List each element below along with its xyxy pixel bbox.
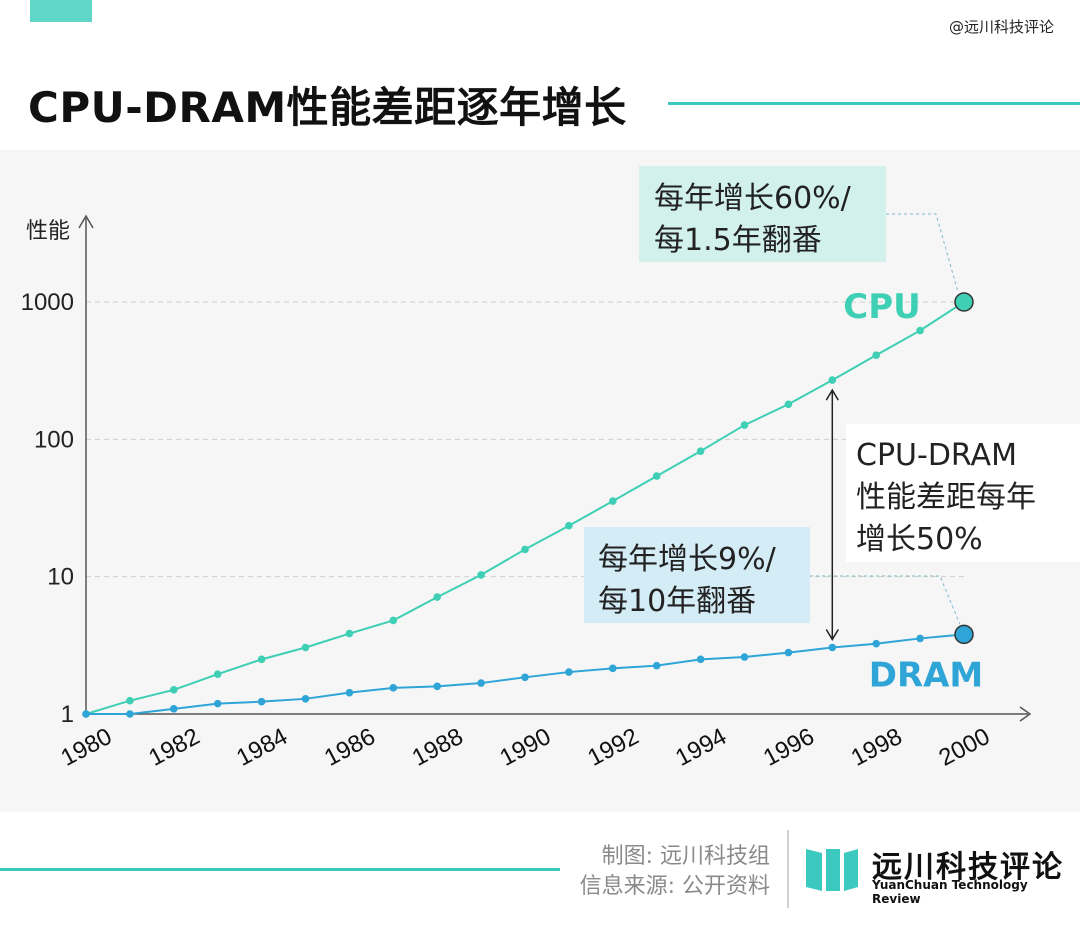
data-point-dram-1981 bbox=[126, 710, 134, 718]
gap-note-line-2: 性能差距每年 bbox=[856, 480, 1036, 515]
brand-name: 远川科技评论 bbox=[872, 850, 1064, 885]
data-point-dram-1997 bbox=[828, 643, 837, 652]
data-point-dram-1999 bbox=[916, 634, 924, 643]
data-point-cpu-1994 bbox=[696, 447, 705, 455]
data-point-cpu-1995 bbox=[740, 421, 749, 429]
dram-note-line-2: 每10年翻番 bbox=[598, 584, 756, 619]
data-point-cpu-2000 bbox=[954, 292, 974, 312]
data-point-dram-1986 bbox=[345, 688, 354, 697]
data-point-cpu-1997 bbox=[828, 376, 837, 384]
x-tick-label-1996: 1996 bbox=[759, 723, 819, 772]
gap-note-line-3: 增长50% bbox=[856, 522, 983, 557]
data-point-cpu-1999 bbox=[916, 326, 924, 335]
brand-logo-icon bbox=[806, 849, 858, 891]
data-point-cpu-1991 bbox=[565, 521, 573, 530]
x-tick-label-2000: 2000 bbox=[935, 723, 995, 772]
cpu-note-line-2: 每1.5年翻番 bbox=[654, 223, 822, 258]
data-point-cpu-1990 bbox=[521, 545, 529, 554]
data-point-dram-1985 bbox=[301, 695, 310, 703]
y-tick-label-100: 100 bbox=[34, 426, 74, 453]
x-tick-label-1992: 1992 bbox=[583, 723, 643, 772]
x-tick-label-1982: 1982 bbox=[144, 723, 204, 772]
data-point-cpu-1983 bbox=[213, 670, 222, 678]
x-tick-label-1998: 1998 bbox=[847, 723, 907, 772]
data-point-dram-1992 bbox=[609, 664, 617, 673]
watermark: @远川科技评论 bbox=[948, 18, 1054, 36]
data-point-cpu-1996 bbox=[784, 400, 793, 409]
data-point-dram-1983 bbox=[213, 699, 222, 708]
chart-area: 1 10 100 1000 性能 1980 1982 1984 1986 1988 1990 1992… bbox=[0, 150, 1080, 812]
cpu-note-leader bbox=[886, 213, 959, 293]
gap-arrow-up-icon bbox=[825, 388, 839, 401]
data-point-cpu-1982 bbox=[170, 686, 178, 694]
header-accent-tab bbox=[30, 0, 92, 22]
y-tick-label-10: 10 bbox=[47, 564, 74, 591]
x-axis-arrow-icon bbox=[1019, 706, 1032, 722]
y-tick-label-1: 1 bbox=[61, 701, 74, 728]
data-point-dram-1988 bbox=[433, 682, 442, 691]
data-point-dram-2000 bbox=[954, 624, 974, 645]
x-tick-label-1980: 1980 bbox=[57, 723, 117, 772]
footer-credit: 制图: 远川科技组 信息来源: 公开资料 bbox=[580, 842, 770, 902]
data-point-dram-1991 bbox=[565, 668, 573, 676]
data-point-dram-1989 bbox=[477, 679, 485, 687]
dram-note-line-1: 每年增长9%/ bbox=[598, 542, 777, 577]
data-point-dram-1996 bbox=[784, 648, 793, 657]
data-point-cpu-1987 bbox=[389, 616, 398, 625]
data-point-cpu-1989 bbox=[477, 571, 485, 579]
x-tick-label-1990: 1990 bbox=[496, 723, 556, 772]
data-point-dram-1995 bbox=[740, 653, 749, 661]
performance-chart: 1 10 100 1000 性能 1980 1982 1984 1986 1988 1990 1992… bbox=[21, 166, 1080, 772]
gap-note-box bbox=[846, 424, 1080, 562]
cpu-note-box bbox=[639, 166, 886, 262]
data-point-cpu-1993 bbox=[652, 472, 661, 480]
gap-arrow-down-icon bbox=[825, 629, 839, 641]
series-label-dram: DRAM bbox=[869, 655, 984, 695]
data-point-cpu-1998 bbox=[872, 351, 880, 359]
cpu-note-line-1: 每年增长60%/ bbox=[654, 181, 852, 216]
data-point-cpu-1981 bbox=[126, 696, 134, 705]
title-rule bbox=[668, 102, 1080, 105]
x-tick-label-1994: 1994 bbox=[671, 723, 731, 772]
data-point-dram-1994 bbox=[696, 655, 705, 664]
data-point-cpu-1988 bbox=[433, 593, 442, 601]
series-label-cpu: CPU bbox=[843, 287, 920, 327]
footer-rule bbox=[0, 868, 560, 871]
data-point-dram-1990 bbox=[521, 673, 529, 682]
footer-divider bbox=[787, 830, 789, 908]
x-tick-label-1984: 1984 bbox=[232, 723, 292, 772]
credit-source: 信息来源: 公开资料 bbox=[579, 874, 770, 899]
data-point-dram-1993 bbox=[652, 661, 661, 670]
y-tick-label-1000: 1000 bbox=[21, 289, 74, 316]
gap-note-line-1: CPU-DRAM bbox=[856, 438, 1017, 473]
data-point-dram-1998 bbox=[872, 639, 880, 648]
data-point-dram-1987 bbox=[389, 684, 398, 692]
credit-author: 制图: 远川科技组 bbox=[601, 844, 770, 869]
dram-note-box bbox=[584, 527, 810, 623]
data-point-cpu-1992 bbox=[609, 497, 617, 505]
data-point-cpu-1985 bbox=[301, 643, 310, 652]
y-axis-label: 性能 bbox=[26, 219, 70, 244]
data-point-dram-1980 bbox=[82, 710, 90, 718]
y-axis-arrow-icon bbox=[78, 214, 94, 229]
page-title: CPU-DRAM性能差距逐年增长 bbox=[28, 83, 627, 132]
dram-note-leader bbox=[810, 575, 961, 625]
data-point-cpu-1986 bbox=[345, 629, 354, 638]
data-point-dram-1984 bbox=[257, 697, 266, 706]
x-tick-label-1986: 1986 bbox=[320, 723, 380, 772]
x-tick-label-1988: 1988 bbox=[408, 723, 468, 772]
data-point-cpu-1984 bbox=[257, 655, 266, 664]
data-point-dram-1982 bbox=[170, 705, 178, 713]
brand-name-en: YuanChuan Technology Review bbox=[872, 878, 1028, 906]
